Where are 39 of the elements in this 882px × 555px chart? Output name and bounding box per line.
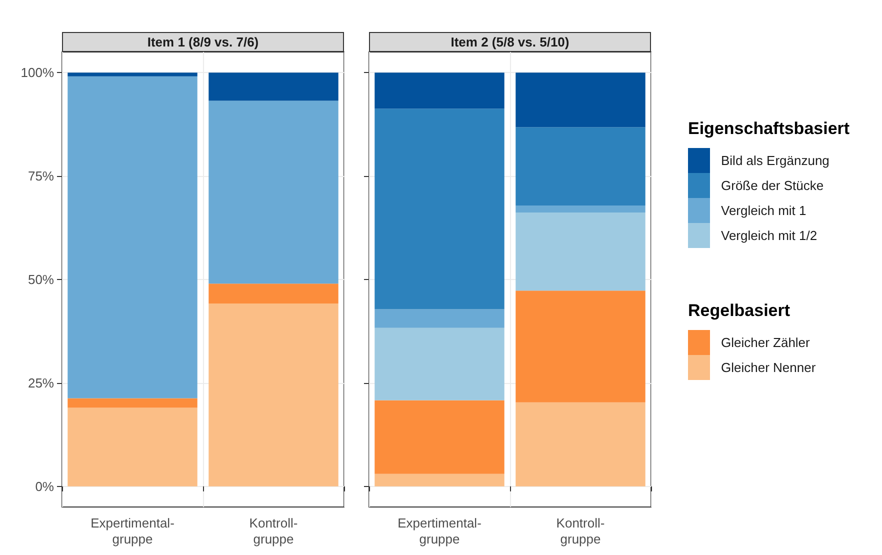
bar [68,76,198,398]
legend-label: Bild als Ergänzung [721,153,830,168]
bar [374,108,504,310]
y-tick-label: 50% [28,272,54,287]
y-tick-label: 25% [28,375,54,390]
bar [516,290,646,402]
bar [516,127,646,206]
bar [516,72,646,128]
bar [516,212,646,291]
legend-label: Größe der Stücke [721,178,824,193]
legend-label: Vergleich mit 1 [721,203,806,218]
bar [374,400,504,474]
legend-label: Gleicher Zähler [721,335,811,350]
bar [374,72,504,109]
bar [68,398,198,408]
bar [68,408,198,486]
y-tick-label: 0% [35,478,54,494]
x-tick-label: Expertimental- gruppe [90,516,174,546]
bar [208,100,338,284]
y-tick-label: 100% [20,65,54,80]
legend-label: Vergleich mit 1/2 [721,228,818,243]
legend-label: Gleicher Nenner [721,360,816,375]
y-tick-label: 75% [28,168,54,184]
bar [374,474,504,486]
bar [374,328,504,400]
x-tick-label: Expertimental- gruppe [398,516,482,546]
bar [68,72,198,76]
bar [516,402,646,486]
x-tick-label: Kontroll- gruppe [556,516,605,546]
legend-title: Regelbasiert [688,301,790,320]
bar [208,72,338,101]
chart-title: Item 2 (5/8 vs. 5/10) [450,34,570,50]
x-tick-label: Kontroll- gruppe [249,516,298,546]
legend-title: Eigenschaftsbasiert [688,119,850,138]
bar [516,205,646,212]
bar [208,284,338,304]
bar [208,303,338,486]
chart-title: Item 1 (8/9 vs. 7/6) [147,34,259,50]
bar [374,309,504,328]
